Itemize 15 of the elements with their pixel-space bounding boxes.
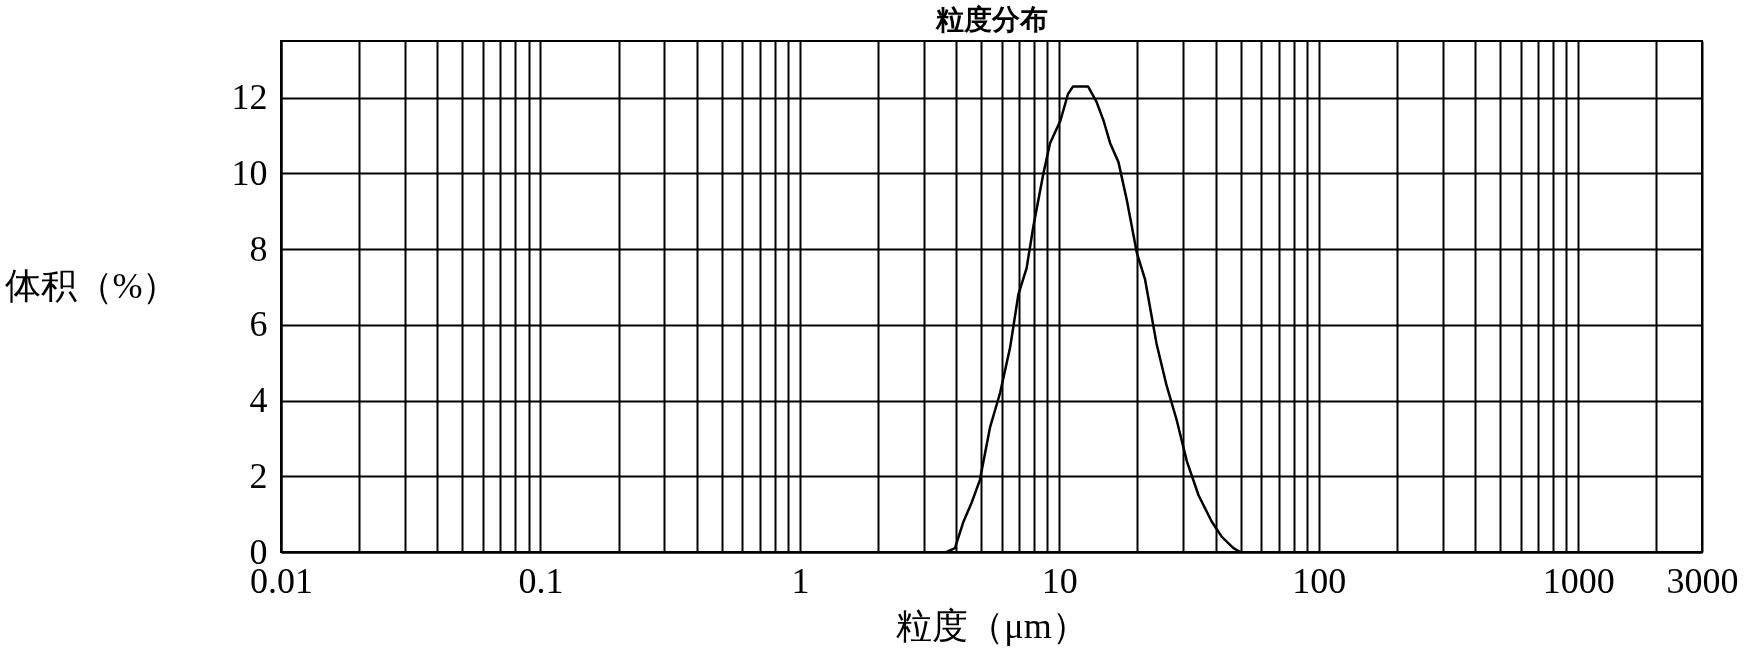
y-tick-label: 10 (231, 152, 268, 193)
x-tick-label: 1 (791, 560, 810, 601)
x-axis-title: 粒度（μm） (896, 605, 1088, 646)
y-tick-label: 2 (249, 455, 268, 496)
x-tick-label: 1000 (1542, 560, 1615, 601)
x-tick-label: 0.1 (518, 560, 564, 601)
y-tick-label: 8 (249, 228, 268, 269)
x-tick-label: 10 (1041, 560, 1078, 601)
y-tick-label: 4 (249, 380, 268, 421)
x-tick-label: 100 (1292, 560, 1347, 601)
y-axis-title: 体积（%） (4, 265, 179, 306)
x-tick-label: 3000 (1666, 560, 1739, 601)
y-tick-label: 6 (249, 304, 268, 345)
chart-title: 粒度分布 (934, 3, 1048, 36)
y-tick-label: 12 (231, 77, 268, 118)
